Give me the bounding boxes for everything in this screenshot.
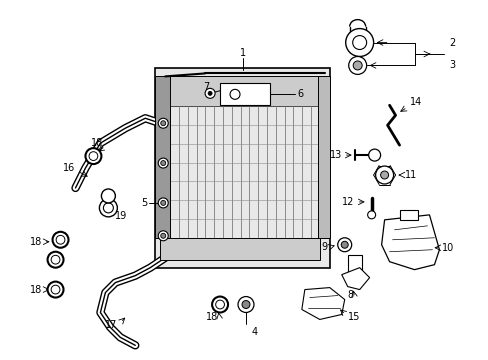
Circle shape <box>85 148 101 164</box>
Circle shape <box>47 252 63 268</box>
Circle shape <box>161 233 165 238</box>
Text: 18: 18 <box>91 138 103 148</box>
Text: 7: 7 <box>203 82 209 93</box>
Text: 6: 6 <box>297 89 304 99</box>
Circle shape <box>352 61 362 70</box>
Circle shape <box>212 297 227 312</box>
Circle shape <box>52 232 68 248</box>
Circle shape <box>89 152 98 161</box>
Text: 13: 13 <box>329 150 341 160</box>
Text: 16: 16 <box>63 163 75 173</box>
Circle shape <box>337 238 351 252</box>
Bar <box>220 84 269 105</box>
Circle shape <box>375 166 393 184</box>
Text: 11: 11 <box>404 170 416 180</box>
Text: 3: 3 <box>448 60 454 71</box>
Bar <box>317 76 329 238</box>
Polygon shape <box>381 215 439 270</box>
Circle shape <box>51 255 60 264</box>
Text: 17: 17 <box>105 320 117 330</box>
Circle shape <box>204 88 215 98</box>
Circle shape <box>352 36 366 50</box>
Circle shape <box>99 199 117 217</box>
Circle shape <box>345 28 373 57</box>
Circle shape <box>51 285 60 294</box>
Bar <box>155 76 170 238</box>
Circle shape <box>341 241 347 248</box>
Text: 9: 9 <box>321 242 327 252</box>
Circle shape <box>161 121 165 126</box>
Circle shape <box>158 198 168 208</box>
Text: 15: 15 <box>347 312 359 323</box>
Circle shape <box>161 161 165 166</box>
Circle shape <box>103 203 113 213</box>
Circle shape <box>229 89 240 99</box>
Text: 5: 5 <box>141 198 147 208</box>
Circle shape <box>158 158 168 168</box>
Text: 10: 10 <box>442 243 454 253</box>
Circle shape <box>368 149 380 161</box>
Circle shape <box>215 300 224 309</box>
Bar <box>399 210 417 220</box>
Circle shape <box>380 171 388 179</box>
Bar <box>347 255 361 276</box>
Polygon shape <box>301 288 344 319</box>
Text: 18: 18 <box>30 284 42 294</box>
Circle shape <box>242 301 249 309</box>
Circle shape <box>238 297 253 312</box>
Circle shape <box>101 189 115 203</box>
Bar <box>155 68 329 268</box>
Circle shape <box>208 91 212 95</box>
Text: 2: 2 <box>448 37 455 48</box>
Circle shape <box>158 118 168 128</box>
Polygon shape <box>165 76 324 106</box>
Text: 18: 18 <box>205 312 218 323</box>
Text: 18: 18 <box>30 237 42 247</box>
Circle shape <box>56 235 65 244</box>
Bar <box>160 238 319 260</box>
Circle shape <box>47 282 63 298</box>
Text: 19: 19 <box>115 211 127 221</box>
Text: 12: 12 <box>342 197 354 207</box>
Circle shape <box>158 231 168 241</box>
Text: 1: 1 <box>240 49 245 58</box>
Polygon shape <box>341 268 369 289</box>
Circle shape <box>367 211 375 219</box>
Text: 14: 14 <box>408 97 421 107</box>
Circle shape <box>161 201 165 206</box>
Text: 8: 8 <box>347 289 353 300</box>
Circle shape <box>348 57 366 75</box>
Text: 4: 4 <box>251 327 258 337</box>
